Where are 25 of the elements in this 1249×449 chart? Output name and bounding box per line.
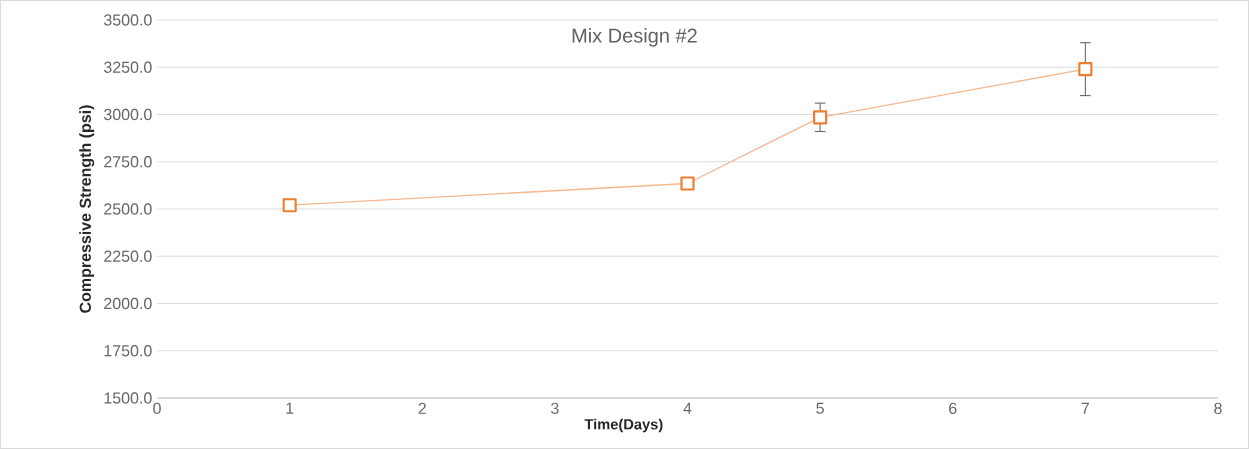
- x-tick-label: 2: [418, 402, 426, 414]
- point: [282, 198, 297, 213]
- point: [1078, 62, 1093, 77]
- y-tick-label: 2500.0: [104, 203, 152, 215]
- x-tick-label: 3: [551, 402, 559, 415]
- y-tick-label: 1500.0: [104, 392, 152, 404]
- x-tick-label: 0: [153, 402, 161, 415]
- y-tick-label: 3000.0: [103, 108, 152, 121]
- y-tick-label: 1750.0: [104, 345, 152, 357]
- point: [680, 176, 695, 191]
- y-tick-label: 2750.0: [104, 156, 152, 168]
- y-tick-label: 2250.0: [104, 250, 152, 262]
- x-tick-label: 8: [1214, 402, 1222, 415]
- x-tick-label: 1: [286, 402, 294, 414]
- point: [813, 110, 828, 125]
- x-tick-label: 6: [949, 402, 957, 415]
- y-tick-label: 3250.0: [103, 61, 152, 73]
- x-tick-label: 7: [1081, 402, 1090, 414]
- y-axis-title: Compressive Strength (psi): [79, 105, 95, 313]
- y-tick-label: 3500.0: [103, 14, 152, 26]
- chart-title: Mix Design #2: [572, 28, 697, 47]
- x-axis-title: Time(Days): [584, 418, 663, 433]
- x-tick-label: 5: [816, 402, 824, 414]
- y-tick-label: 2000.0: [104, 297, 152, 310]
- x-tick-label: 4: [683, 402, 692, 414]
